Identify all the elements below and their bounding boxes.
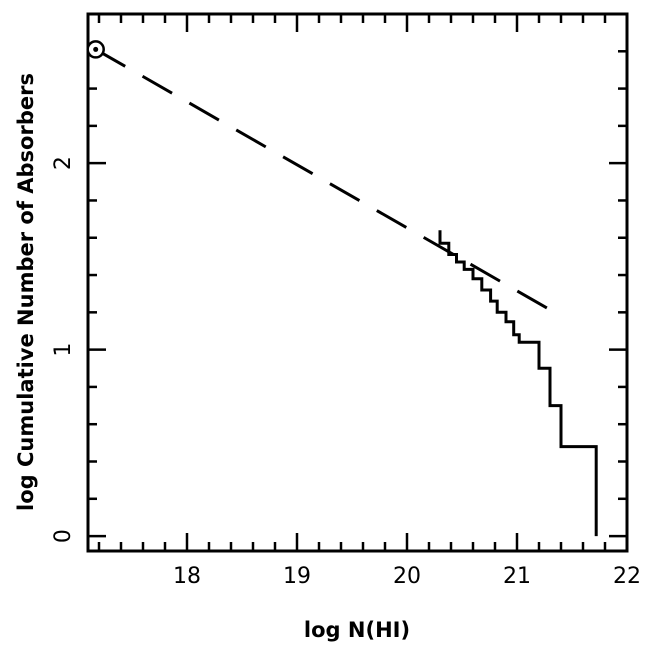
x-tick-label: 18 <box>173 564 201 589</box>
cumulative-step-line <box>438 230 598 537</box>
y-tick-label: 2 <box>51 156 76 170</box>
x-axis-label: log N(HI) <box>304 618 410 642</box>
x-tick-label: 19 <box>283 564 311 589</box>
dashed-fit-line <box>94 48 562 318</box>
x-tick-label: 20 <box>393 564 421 589</box>
y-tick-label: 1 <box>51 343 76 357</box>
data-point-marker-dot <box>93 46 99 52</box>
y-tick-label: 0 <box>51 529 76 543</box>
x-tick-label: 21 <box>503 564 531 589</box>
y-axis-label: log Cumulative Number of Absorbers <box>14 73 38 511</box>
x-tick-label: 22 <box>613 564 641 589</box>
plot-area: 18 19 20 21 22 0 1 2 <box>51 12 641 589</box>
plot-frame <box>86 12 629 553</box>
